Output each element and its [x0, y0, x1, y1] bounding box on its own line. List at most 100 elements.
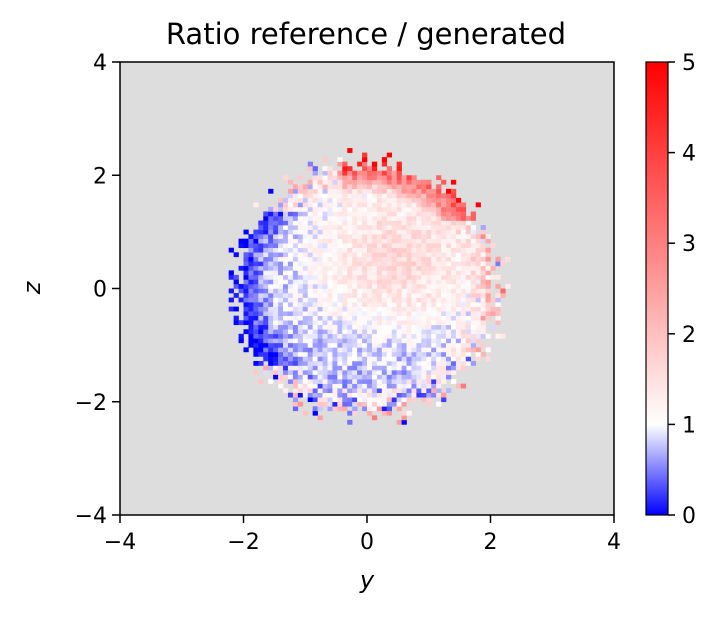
heatmap-bin [342, 338, 348, 344]
heatmap-bin [450, 216, 457, 221]
heatmap-bin [396, 175, 402, 181]
heatmap-bin [263, 225, 269, 230]
heatmap-bin [268, 288, 274, 294]
heatmap-bin [436, 302, 442, 307]
heatmap-bin [406, 379, 412, 384]
heatmap-bin [431, 351, 437, 357]
heatmap-bin [426, 188, 432, 194]
heatmap-bin [450, 297, 457, 303]
heatmap-bin [302, 383, 309, 389]
heatmap-bin [470, 347, 476, 353]
heatmap-bin [243, 315, 249, 321]
heatmap-bin [371, 216, 378, 221]
heatmap-bin [327, 256, 333, 262]
heatmap-bin [446, 265, 452, 271]
heatmap-bin [391, 261, 397, 267]
heatmap-bin [391, 379, 397, 384]
heatmap-bin [362, 338, 368, 344]
heatmap-bin [485, 297, 491, 303]
heatmap-bin [431, 370, 437, 375]
heatmap-bin [455, 261, 462, 267]
heatmap-bin [347, 188, 353, 194]
heatmap-bin [446, 388, 452, 393]
heatmap-bin [347, 302, 353, 307]
heatmap-bin [500, 293, 506, 298]
heatmap-bin [253, 274, 259, 280]
heatmap-bin [401, 324, 407, 330]
heatmap-bin [391, 265, 397, 271]
heatmap-bin [450, 320, 457, 326]
heatmap-bin [450, 315, 457, 321]
heatmap-bin [396, 329, 402, 335]
heatmap-bin [495, 293, 501, 298]
heatmap-bin [327, 238, 333, 244]
heatmap-bin [416, 374, 422, 380]
x-tick-label: 2 [484, 530, 498, 555]
heatmap-bin [391, 256, 397, 262]
heatmap-bin [297, 302, 304, 307]
heatmap-bin [273, 374, 279, 380]
heatmap-bin [426, 347, 432, 353]
heatmap-bin [352, 311, 358, 316]
heatmap-bin [401, 333, 407, 339]
heatmap-bin [401, 293, 407, 298]
heatmap-bin [396, 388, 402, 393]
heatmap-bin [396, 206, 402, 212]
heatmap-bin [431, 283, 437, 289]
heatmap-bin [416, 306, 422, 312]
heatmap-bin [342, 256, 348, 262]
heatmap-bin [441, 315, 447, 321]
heatmap-bin [347, 356, 353, 362]
heatmap-bin [278, 347, 284, 353]
heatmap-bin [455, 234, 462, 239]
heatmap-bin [376, 188, 383, 194]
heatmap-bin [327, 166, 333, 172]
heatmap-bin [312, 365, 318, 371]
heatmap-bin [283, 293, 289, 298]
heatmap-bin [426, 297, 432, 303]
heatmap-bin [367, 197, 373, 203]
heatmap-bin [396, 374, 402, 380]
heatmap-bin [421, 383, 427, 389]
heatmap-bin [322, 383, 328, 389]
heatmap-bin [357, 351, 363, 357]
heatmap-bin [450, 333, 457, 339]
heatmap-bin [465, 329, 472, 335]
heatmap-bin [401, 388, 407, 393]
heatmap-bin [376, 342, 383, 348]
heatmap-bin [386, 188, 392, 194]
heatmap-bin [322, 211, 328, 217]
heatmap-bin [307, 333, 313, 339]
heatmap-bin [362, 324, 368, 330]
heatmap-bin [367, 315, 373, 321]
heatmap-bin [253, 315, 259, 321]
heatmap-bin [248, 329, 254, 335]
heatmap-bin [312, 293, 318, 298]
heatmap-bin [416, 202, 422, 208]
heatmap-bin [367, 220, 373, 226]
heatmap-bin [352, 238, 358, 244]
heatmap-bin [357, 302, 363, 307]
heatmap-bin [292, 225, 299, 230]
heatmap-bin [436, 324, 442, 330]
heatmap-bin [342, 356, 348, 362]
heatmap-bin [317, 252, 323, 258]
heatmap-bin [317, 342, 323, 348]
heatmap-bin [292, 370, 299, 375]
heatmap-bin [268, 206, 274, 212]
heatmap-bin [367, 347, 373, 353]
heatmap-bin [273, 206, 279, 212]
heatmap-bin [263, 261, 269, 267]
heatmap-bin [367, 216, 373, 221]
heatmap-bin [455, 220, 462, 226]
heatmap-bin [362, 392, 368, 398]
heatmap-bin [327, 329, 333, 335]
heatmap-bin [292, 216, 299, 221]
heatmap-bin [312, 406, 318, 412]
heatmap-bin [431, 293, 437, 298]
heatmap-bin [490, 243, 496, 249]
heatmap-bin [342, 383, 348, 389]
heatmap-bin [446, 274, 452, 280]
colorbar-tick-label: 2 [682, 323, 696, 348]
heatmap-bin [287, 311, 294, 316]
